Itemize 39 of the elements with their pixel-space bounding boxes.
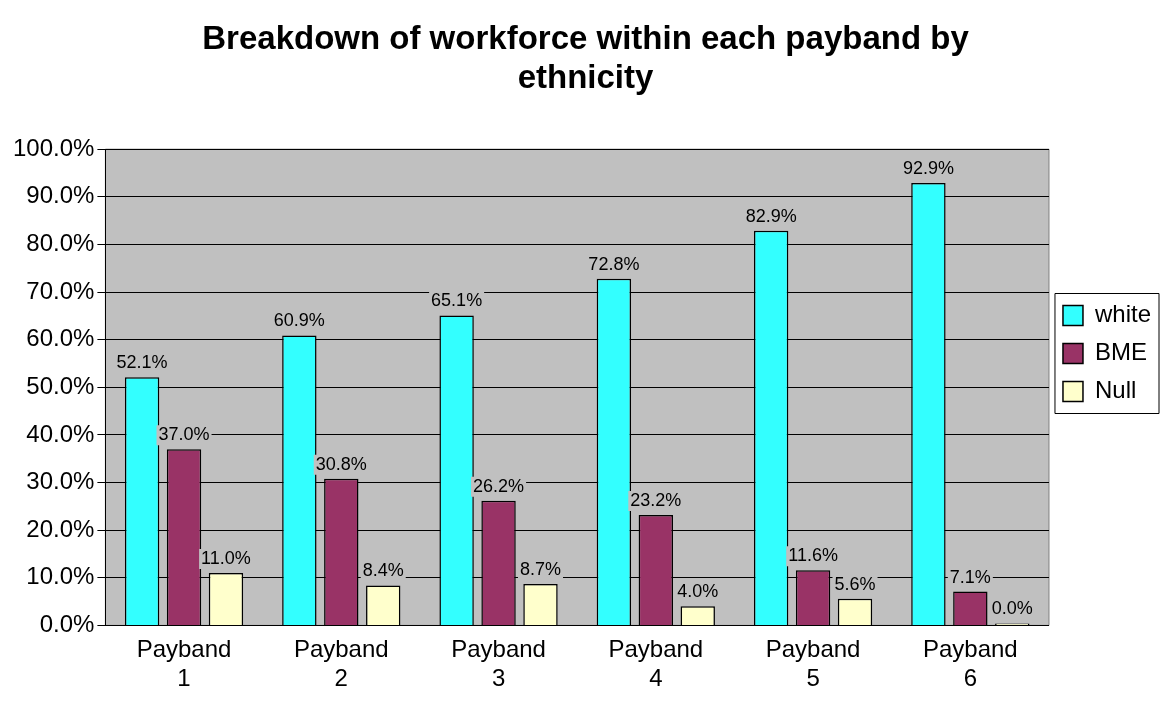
data-label: 65.1% xyxy=(431,290,483,311)
x-tick-label: Payband 5 xyxy=(765,635,861,692)
data-label: 8.4% xyxy=(362,560,404,581)
y-tick-label: 90.0% xyxy=(26,181,95,209)
legend-label: white xyxy=(1093,300,1151,328)
x-tick-label: Payband 6 xyxy=(922,635,1018,692)
data-label: 11.0% xyxy=(201,547,251,568)
y-tick-label: 20.0% xyxy=(26,514,95,542)
y-tick-label: 0.0% xyxy=(39,610,95,638)
data-label: 37.0% xyxy=(158,424,210,445)
data-label: 30.8% xyxy=(315,453,367,474)
y-tick-label: 40.0% xyxy=(26,419,95,447)
data-label: 7.1% xyxy=(949,566,991,587)
y-tick-label: 30.0% xyxy=(26,467,95,495)
data-label: 0.0% xyxy=(991,598,1033,619)
x-tick-label: Payband 2 xyxy=(293,635,389,692)
data-label: 8.7% xyxy=(519,558,562,579)
data-label: 5.6% xyxy=(834,573,876,594)
data-label: 11.6% xyxy=(788,545,838,566)
y-tick-label: 80.0% xyxy=(26,229,95,257)
chart-title: Breakdown of workforce within each payband by ethnicity xyxy=(202,18,970,96)
data-label: 23.2% xyxy=(630,489,682,510)
data-label: 52.1% xyxy=(116,352,168,373)
x-tick-label: Payband 1 xyxy=(136,635,232,692)
x-tick-label: Payband 4 xyxy=(608,635,704,692)
y-tick-label: 70.0% xyxy=(26,276,95,304)
data-label: 82.9% xyxy=(745,205,797,226)
legend-label: BME xyxy=(1094,338,1147,366)
y-tick-label: 100.0% xyxy=(12,133,95,161)
x-tick-label: Payband 3 xyxy=(451,635,546,692)
y-tick-label: 60.0% xyxy=(26,324,95,352)
data-label: 72.8% xyxy=(588,253,640,274)
y-tick-label: 50.0% xyxy=(26,371,95,399)
legend-label: Null xyxy=(1094,376,1137,404)
data-label: 4.0% xyxy=(677,581,719,602)
y-tick-label: 10.0% xyxy=(26,562,95,590)
data-label: 60.9% xyxy=(273,310,325,331)
data-label: 26.2% xyxy=(473,475,525,496)
data-label: 92.9% xyxy=(902,157,954,178)
